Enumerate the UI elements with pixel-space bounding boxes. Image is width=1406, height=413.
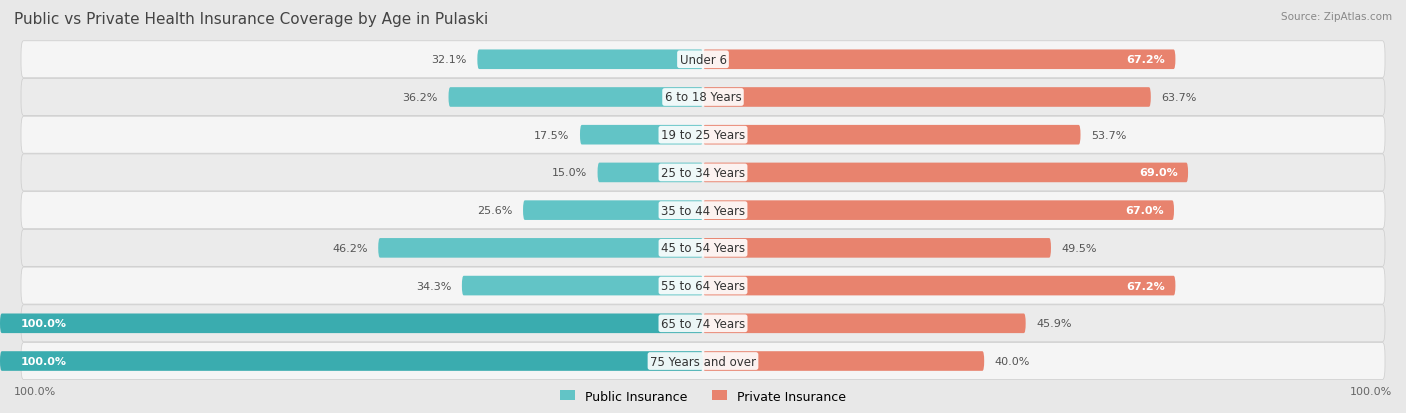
FancyBboxPatch shape xyxy=(378,238,703,258)
Text: 17.5%: 17.5% xyxy=(534,131,569,140)
Text: 19 to 25 Years: 19 to 25 Years xyxy=(661,129,745,142)
FancyBboxPatch shape xyxy=(703,276,1175,296)
Text: 67.0%: 67.0% xyxy=(1125,206,1164,216)
FancyBboxPatch shape xyxy=(703,201,1174,221)
Text: 32.1%: 32.1% xyxy=(432,55,467,65)
Text: 45.9%: 45.9% xyxy=(1036,318,1071,328)
Text: 49.5%: 49.5% xyxy=(1062,243,1097,253)
FancyBboxPatch shape xyxy=(0,314,703,333)
FancyBboxPatch shape xyxy=(461,276,703,296)
Text: 40.0%: 40.0% xyxy=(995,356,1031,366)
Legend: Public Insurance, Private Insurance: Public Insurance, Private Insurance xyxy=(560,390,846,403)
FancyBboxPatch shape xyxy=(581,126,703,145)
Text: 36.2%: 36.2% xyxy=(402,93,439,103)
FancyBboxPatch shape xyxy=(21,79,1385,116)
FancyBboxPatch shape xyxy=(21,268,1385,304)
FancyBboxPatch shape xyxy=(21,117,1385,154)
FancyBboxPatch shape xyxy=(703,351,984,371)
Text: 55 to 64 Years: 55 to 64 Years xyxy=(661,280,745,292)
Text: Source: ZipAtlas.com: Source: ZipAtlas.com xyxy=(1281,12,1392,22)
Text: 34.3%: 34.3% xyxy=(416,281,451,291)
Text: 6 to 18 Years: 6 to 18 Years xyxy=(665,91,741,104)
FancyBboxPatch shape xyxy=(523,201,703,221)
Text: 53.7%: 53.7% xyxy=(1091,131,1126,140)
Text: 63.7%: 63.7% xyxy=(1161,93,1197,103)
Text: 65 to 74 Years: 65 to 74 Years xyxy=(661,317,745,330)
FancyBboxPatch shape xyxy=(21,154,1385,192)
Text: 100.0%: 100.0% xyxy=(21,356,67,366)
FancyBboxPatch shape xyxy=(449,88,703,107)
Text: 69.0%: 69.0% xyxy=(1139,168,1178,178)
FancyBboxPatch shape xyxy=(703,238,1052,258)
Text: 67.2%: 67.2% xyxy=(1126,55,1166,65)
Text: 100.0%: 100.0% xyxy=(21,318,67,328)
Text: 45 to 54 Years: 45 to 54 Years xyxy=(661,242,745,255)
Text: Public vs Private Health Insurance Coverage by Age in Pulaski: Public vs Private Health Insurance Cover… xyxy=(14,12,488,27)
FancyBboxPatch shape xyxy=(21,42,1385,78)
FancyBboxPatch shape xyxy=(703,88,1152,107)
Text: 67.2%: 67.2% xyxy=(1126,281,1166,291)
FancyBboxPatch shape xyxy=(21,343,1385,380)
Text: 75 Years and over: 75 Years and over xyxy=(650,355,756,368)
FancyBboxPatch shape xyxy=(21,230,1385,267)
Text: 100.0%: 100.0% xyxy=(1350,387,1392,396)
FancyBboxPatch shape xyxy=(703,314,1026,333)
FancyBboxPatch shape xyxy=(703,50,1175,70)
FancyBboxPatch shape xyxy=(703,163,1188,183)
Text: Under 6: Under 6 xyxy=(679,54,727,66)
Text: 25 to 34 Years: 25 to 34 Years xyxy=(661,166,745,180)
FancyBboxPatch shape xyxy=(21,305,1385,342)
Text: 15.0%: 15.0% xyxy=(551,168,588,178)
FancyBboxPatch shape xyxy=(598,163,703,183)
FancyBboxPatch shape xyxy=(21,192,1385,229)
FancyBboxPatch shape xyxy=(478,50,703,70)
Text: 25.6%: 25.6% xyxy=(477,206,512,216)
Text: 46.2%: 46.2% xyxy=(332,243,368,253)
FancyBboxPatch shape xyxy=(0,351,703,371)
FancyBboxPatch shape xyxy=(703,126,1080,145)
Text: 35 to 44 Years: 35 to 44 Years xyxy=(661,204,745,217)
Text: 100.0%: 100.0% xyxy=(14,387,56,396)
